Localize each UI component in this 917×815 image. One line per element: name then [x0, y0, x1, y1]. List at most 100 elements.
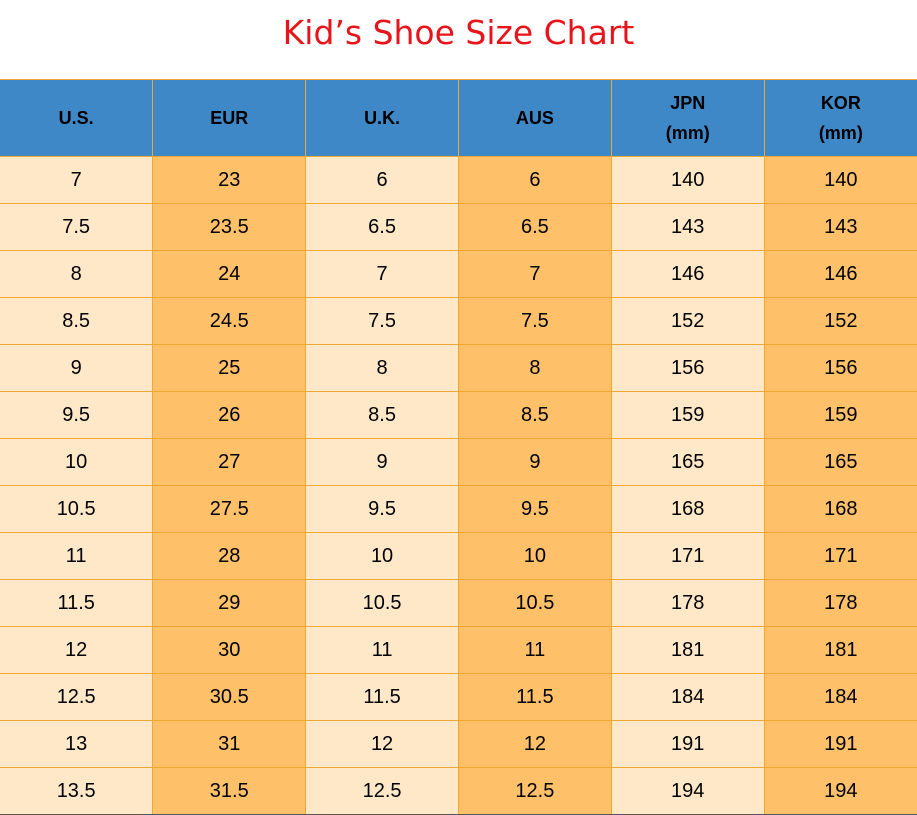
cell-eur: 31.5	[152, 767, 307, 815]
cell-jpn: 159	[611, 391, 765, 439]
cell-jpn: 165	[611, 438, 765, 486]
cell-eur: 23.5	[152, 203, 307, 251]
cell-uk: 11	[305, 626, 459, 674]
table-row: 9.5 26 8.5 8.5 159 159	[0, 391, 917, 439]
header-aus: AUS	[458, 79, 612, 157]
size-table: U.S. EUR U.K. AUS JPN (mm) KOR (mm) 7 23 6…	[0, 79, 917, 815]
cell-kor: 171	[764, 532, 917, 580]
table-row: 12.5 30.5 11.5 11.5 184 184	[0, 673, 917, 721]
cell-uk: 12	[305, 720, 459, 768]
cell-uk: 8	[305, 344, 459, 392]
cell-jpn: 168	[611, 485, 765, 533]
cell-uk: 8.5	[305, 391, 459, 439]
header-kor-unit: (mm)	[818, 123, 863, 143]
cell-uk: 6.5	[305, 203, 459, 251]
table-row: 12 30 11 11 181 181	[0, 626, 917, 674]
cell-uk: 12.5	[305, 767, 459, 815]
cell-kor: 184	[764, 673, 917, 721]
cell-us: 7.5	[0, 203, 154, 251]
cell-eur: 31	[152, 720, 307, 768]
cell-us: 11.5	[0, 579, 154, 627]
cell-kor: 143	[764, 203, 917, 251]
header-jpn-label: JPN	[670, 93, 706, 113]
table-row: 7 23 6 6 140 140	[0, 156, 917, 204]
cell-us: 10	[0, 438, 154, 486]
header-kor: KOR (mm)	[764, 79, 917, 157]
table-row: 8 24 7 7 146 146	[0, 250, 917, 298]
cell-jpn: 143	[611, 203, 765, 251]
cell-jpn: 156	[611, 344, 765, 392]
table-row: 9 25 8 8 156 156	[0, 344, 917, 392]
cell-us: 13	[0, 720, 154, 768]
header-us: U.S.	[0, 79, 154, 157]
cell-aus: 6	[458, 156, 612, 204]
table-body: 7 23 6 6 140 140 7.5 23.5 6.5 6.5 143 143 8 24 7 7 146 14…	[0, 156, 917, 815]
table-row: 10.5 27.5 9.5 9.5 168 168	[0, 485, 917, 533]
header-uk-label: U.K.	[364, 108, 401, 128]
cell-kor: 146	[764, 250, 917, 298]
cell-jpn: 178	[611, 579, 765, 627]
cell-kor: 178	[764, 579, 917, 627]
header-uk: U.K.	[305, 79, 459, 157]
table-row: 7.5 23.5 6.5 6.5 143 143	[0, 203, 917, 251]
cell-aus: 6.5	[458, 203, 612, 251]
cell-aus: 12	[458, 720, 612, 768]
cell-aus: 11.5	[458, 673, 612, 721]
header-jpn: JPN (mm)	[611, 79, 765, 157]
cell-jpn: 184	[611, 673, 765, 721]
cell-us: 9.5	[0, 391, 154, 439]
header-row: U.S. EUR U.K. AUS JPN (mm) KOR (mm)	[0, 79, 917, 157]
cell-us: 12	[0, 626, 154, 674]
cell-jpn: 194	[611, 767, 765, 815]
header-eur: EUR	[152, 79, 307, 157]
cell-eur: 29	[152, 579, 307, 627]
cell-us: 8.5	[0, 297, 154, 345]
cell-aus: 7	[458, 250, 612, 298]
cell-uk: 7.5	[305, 297, 459, 345]
cell-uk: 7	[305, 250, 459, 298]
cell-aus: 9.5	[458, 485, 612, 533]
header-us-label: U.S.	[58, 108, 94, 128]
cell-aus: 11	[458, 626, 612, 674]
cell-uk: 9	[305, 438, 459, 486]
cell-us: 7	[0, 156, 154, 204]
cell-uk: 10.5	[305, 579, 459, 627]
cell-us: 13.5	[0, 767, 154, 815]
header-jpn-unit: (mm)	[665, 123, 710, 143]
cell-kor: 140	[764, 156, 917, 204]
cell-aus: 12.5	[458, 767, 612, 815]
table-row: 10 27 9 9 165 165	[0, 438, 917, 486]
cell-kor: 168	[764, 485, 917, 533]
header-eur-label: EUR	[210, 108, 249, 128]
cell-us: 10.5	[0, 485, 154, 533]
cell-uk: 10	[305, 532, 459, 580]
cell-eur: 28	[152, 532, 307, 580]
cell-jpn: 191	[611, 720, 765, 768]
table-row: 13 31 12 12 191 191	[0, 720, 917, 768]
cell-uk: 11.5	[305, 673, 459, 721]
table-row: 8.5 24.5 7.5 7.5 152 152	[0, 297, 917, 345]
cell-kor: 194	[764, 767, 917, 815]
cell-aus: 10.5	[458, 579, 612, 627]
header-aus-label: AUS	[515, 108, 554, 128]
cell-jpn: 140	[611, 156, 765, 204]
cell-kor: 181	[764, 626, 917, 674]
cell-us: 8	[0, 250, 154, 298]
cell-jpn: 152	[611, 297, 765, 345]
table-row: 11.5 29 10.5 10.5 178 178	[0, 579, 917, 627]
cell-eur: 30.5	[152, 673, 307, 721]
cell-aus: 9	[458, 438, 612, 486]
cell-eur: 26	[152, 391, 307, 439]
table-row: 11 28 10 10 171 171	[0, 532, 917, 580]
table-row: 13.5 31.5 12.5 12.5 194 194	[0, 767, 917, 815]
cell-aus: 10	[458, 532, 612, 580]
cell-jpn: 146	[611, 250, 765, 298]
cell-aus: 7.5	[458, 297, 612, 345]
cell-kor: 191	[764, 720, 917, 768]
cell-kor: 156	[764, 344, 917, 392]
cell-jpn: 181	[611, 626, 765, 674]
cell-kor: 159	[764, 391, 917, 439]
chart-title: Kid’s Shoe Size Chart	[282, 13, 635, 52]
cell-eur: 23	[152, 156, 307, 204]
cell-uk: 6	[305, 156, 459, 204]
